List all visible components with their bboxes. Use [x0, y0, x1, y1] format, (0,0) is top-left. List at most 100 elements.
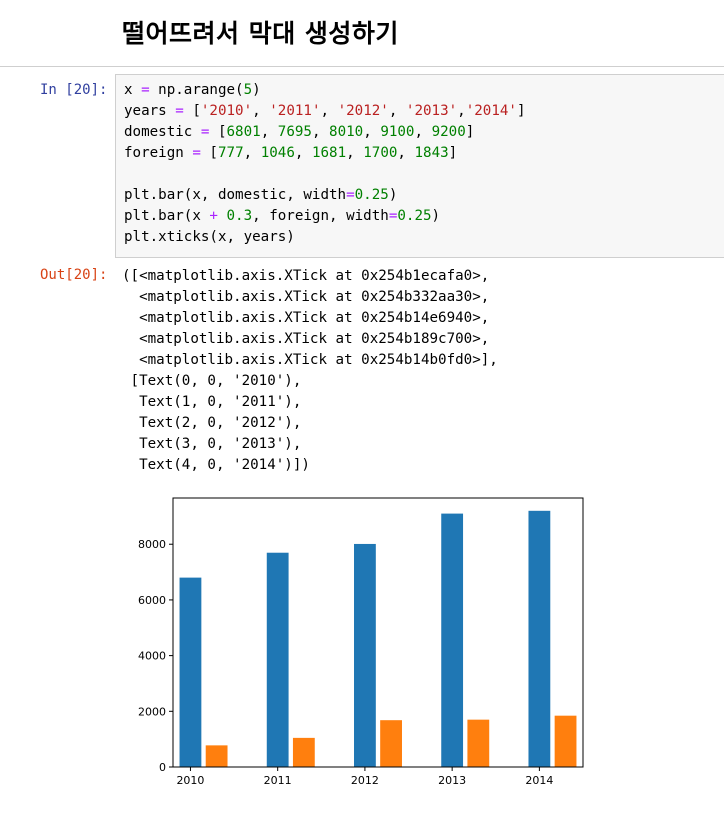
- y-tick-label: 4000: [138, 650, 166, 663]
- x-tick-label: 2011: [264, 774, 292, 787]
- code-token: [: [209, 124, 227, 140]
- code-token: '2013': [405, 103, 458, 119]
- code-token: [: [183, 103, 201, 119]
- code-token: 9100: [380, 124, 415, 140]
- domestic-bar: [179, 577, 202, 767]
- code-token: ,: [311, 124, 330, 140]
- code-token: 9200: [431, 124, 466, 140]
- code-token: '2012': [337, 103, 389, 119]
- bar-chart: 0 2000 4000 6000 8000 2010 2011 2012 2013 2014: [138, 497, 584, 787]
- code-line: plt.bar(x, domestic, width=0.25): [124, 187, 397, 203]
- input-prompt: In [20]:: [40, 82, 108, 98]
- code-token: ,: [252, 103, 270, 119]
- code-token: plt.xticks(x, years): [124, 229, 295, 245]
- output-line: <matplotlib.axis.XTick at 0x254b14e6940>…: [122, 310, 490, 326]
- code-token: ]: [516, 103, 526, 119]
- output-line: ([<matplotlib.axis.XTick at 0x254b1ecafa…: [122, 268, 490, 284]
- code-line: years = ['2010', '2011', '2012', '2013',…: [124, 103, 526, 119]
- code-token: domestic: [124, 124, 201, 140]
- code-token: ]: [448, 145, 458, 161]
- domestic-bar: [266, 552, 289, 767]
- code-token: ,: [294, 145, 312, 161]
- code-token: [218, 208, 227, 224]
- code-token: 1700: [363, 145, 398, 161]
- plot-frame: [172, 497, 584, 768]
- code-token: 7695: [277, 124, 312, 140]
- code-line: x = np.arange(5): [124, 82, 261, 98]
- x-tick-label: 2013: [438, 774, 466, 787]
- code-token: +: [209, 208, 218, 224]
- output-line: Text(4, 0, '2014')]): [122, 457, 310, 473]
- code-token: =: [141, 82, 150, 98]
- code-token: ,: [346, 145, 364, 161]
- foreign-bar: [205, 745, 228, 767]
- x-tick-label: 2012: [351, 774, 379, 787]
- x-tick-label: 2014: [525, 774, 553, 787]
- code-token: =: [175, 103, 184, 119]
- code-token: 6801: [226, 124, 261, 140]
- code-token: plt.bar(x: [124, 208, 210, 224]
- output-line: <matplotlib.axis.XTick at 0x254b189c700>…: [122, 331, 490, 347]
- foreign-bar: [554, 715, 577, 767]
- y-tick-label: 6000: [138, 594, 166, 607]
- code-editor[interactable]: x = np.arange(5) years = ['2010', '2011'…: [124, 80, 526, 248]
- code-line: domestic = [6801, 7695, 8010, 9100, 9200…: [124, 124, 474, 140]
- y-tick-label: 8000: [138, 538, 166, 551]
- code-token: ,: [320, 103, 338, 119]
- code-token: 777: [217, 145, 244, 161]
- output-line: [Text(0, 0, '2010'),: [122, 373, 302, 389]
- code-line: foreign = [777, 1046, 1681, 1700, 1843]: [124, 145, 457, 161]
- code-token: ,: [363, 124, 381, 140]
- code-token: =: [200, 124, 210, 140]
- domestic-bar: [528, 510, 551, 767]
- code-token: ): [252, 82, 261, 98]
- y-tick-label: 2000: [138, 705, 166, 718]
- code-token: '2011': [269, 103, 321, 119]
- code-token: ,: [414, 124, 432, 140]
- code-token: 0.3: [226, 208, 253, 224]
- code-line: plt.bar(x + 0.3, foreign, width=0.25): [124, 208, 440, 224]
- domestic-bar: [354, 543, 376, 767]
- code-input-area[interactable]: x = np.arange(5) years = ['2010', '2011'…: [115, 74, 724, 258]
- code-token: '2010': [200, 103, 253, 119]
- code-token: 0.25: [397, 208, 432, 224]
- domestic-bar: [441, 513, 464, 767]
- code-token: ,: [260, 124, 278, 140]
- code-token: ,: [388, 103, 406, 119]
- code-token: 1681: [311, 145, 347, 161]
- code-token: =: [192, 145, 201, 161]
- code-token: 1843: [414, 145, 449, 161]
- code-token: , foreign, width: [252, 208, 389, 224]
- code-token: ]: [465, 124, 475, 140]
- code-token: [: [200, 145, 218, 161]
- code-token: plt.bar(x, domestic, width: [124, 187, 347, 203]
- code-token: x: [124, 82, 142, 98]
- heading-divider: [0, 66, 724, 67]
- code-token: np.arange(: [149, 82, 244, 98]
- output-text: ([<matplotlib.axis.XTick at 0x254b1ecafa…: [122, 266, 498, 476]
- output-line: <matplotlib.axis.XTick at 0x254b332aa30>…: [122, 289, 490, 305]
- code-line: plt.xticks(x, years): [124, 229, 295, 245]
- output-line: Text(2, 0, '2012'),: [122, 415, 302, 431]
- code-token: =: [346, 187, 355, 203]
- code-token: ): [388, 187, 398, 203]
- foreign-bar: [380, 720, 402, 767]
- code-token: ,: [397, 145, 415, 161]
- code-token: ): [431, 208, 441, 224]
- foreign-bar: [292, 737, 315, 767]
- foreign-bar: [467, 719, 490, 767]
- code-token: 0.25: [354, 187, 389, 203]
- code-token: years: [124, 103, 176, 119]
- output-line: Text(1, 0, '2011'),: [122, 394, 302, 410]
- output-prompt: Out[20]:: [40, 267, 108, 283]
- code-token: 1046: [260, 145, 295, 161]
- code-token: '2014': [465, 103, 517, 119]
- output-line: <matplotlib.axis.XTick at 0x254b14b0fd0>…: [122, 352, 498, 368]
- y-tick-label: 0: [159, 761, 166, 774]
- code-token: =: [388, 208, 398, 224]
- code-token: ,: [243, 145, 261, 161]
- code-token: 5: [243, 82, 253, 98]
- code-token: foreign: [124, 145, 193, 161]
- x-tick-label: 2010: [176, 774, 204, 787]
- output-line: Text(3, 0, '2013'),: [122, 436, 302, 452]
